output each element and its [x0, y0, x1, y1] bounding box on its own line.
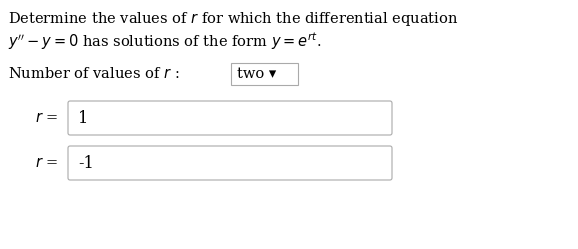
Text: $r$ =: $r$ =	[35, 156, 58, 170]
FancyBboxPatch shape	[231, 63, 298, 85]
Text: $y^{\prime\prime} - y = 0$ has solutions of the form $y = e^{rt}$.: $y^{\prime\prime} - y = 0$ has solutions…	[8, 30, 321, 52]
FancyBboxPatch shape	[68, 101, 392, 135]
Text: Determine the values of $r$ for which the differential equation: Determine the values of $r$ for which th…	[8, 10, 458, 28]
Text: Number of values of $r$ :: Number of values of $r$ :	[8, 66, 179, 81]
Text: -1: -1	[78, 154, 94, 172]
Text: $r$ =: $r$ =	[35, 111, 58, 125]
Text: 1: 1	[78, 110, 88, 126]
Text: two ▾: two ▾	[237, 67, 276, 81]
FancyBboxPatch shape	[68, 146, 392, 180]
